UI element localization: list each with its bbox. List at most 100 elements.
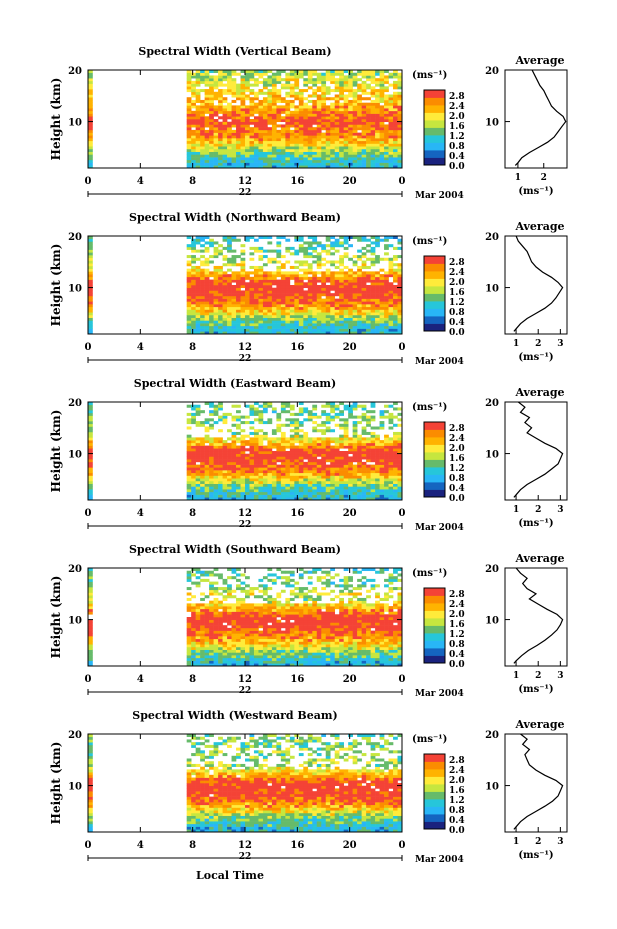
heatmap-cell [294, 148, 300, 152]
heatmap-cell [276, 331, 282, 335]
heatmap-cell [397, 317, 403, 321]
heatmap-cell [258, 472, 264, 476]
heatmap-cell [312, 486, 318, 490]
heatmap-cell [240, 323, 246, 327]
colorbar-swatch [424, 439, 445, 442]
heatmap-cell [334, 146, 340, 150]
heatmap-cell [366, 494, 371, 498]
heatmap-cell [213, 467, 219, 471]
heatmap-cell [276, 412, 282, 416]
heatmap-cell [231, 320, 237, 324]
heatmap-cell [379, 298, 385, 302]
heatmap-cell [334, 440, 340, 444]
heatmap-cell [262, 486, 268, 490]
heatmap-cell [262, 140, 268, 144]
heatmap-cell [379, 293, 385, 297]
heatmap-cell [88, 263, 93, 267]
heatmap-cell [267, 89, 273, 93]
heatmap-cell [200, 290, 205, 294]
heatmap-cell [379, 105, 385, 109]
heatmap-cell [289, 271, 295, 275]
heatmap-cell [240, 461, 246, 465]
heatmap-cell [321, 113, 327, 117]
heatmap-cell [339, 105, 344, 109]
heatmap-cell [195, 271, 201, 275]
heatmap-cell [227, 83, 232, 87]
heatmap-cell [191, 442, 196, 446]
heatmap-cell [231, 132, 237, 136]
heatmap-cell [298, 116, 304, 120]
heatmap-cell [195, 99, 201, 103]
heatmap-cell [236, 472, 241, 476]
heatmap-cell [240, 97, 246, 101]
heatmap-cell [348, 119, 353, 123]
heatmap-cell [361, 127, 367, 131]
heatmap-cell [339, 260, 344, 264]
heatmap-cell [312, 323, 318, 327]
heatmap-cell [370, 306, 376, 310]
heatmap-cell [262, 456, 268, 460]
heatmap-cell [267, 445, 273, 449]
heatmap-cell [307, 140, 313, 144]
heatmap-cell [285, 402, 291, 406]
heatmap-cell [191, 83, 196, 87]
heatmap-cell [325, 325, 331, 329]
heatmap-cell [325, 415, 331, 419]
heatmap-cell [343, 655, 349, 659]
heatmap-cell [370, 72, 376, 76]
heatmap-cell [200, 244, 205, 248]
heatmap-cell [312, 271, 318, 275]
heatmap-cell [218, 116, 223, 120]
heatmap-cell [245, 494, 250, 498]
heatmap-cell [289, 119, 295, 123]
heatmap-cell [334, 99, 340, 103]
heatmap-cell [227, 494, 232, 498]
heatmap-cell [209, 162, 214, 166]
heatmap-cell [334, 279, 340, 283]
heatmap-cell [262, 121, 268, 125]
heatmap-cell [393, 317, 398, 321]
heatmap-cell [227, 470, 232, 474]
heatmap-cell [195, 97, 201, 101]
heatmap-cell [393, 325, 398, 329]
heatmap-cell [262, 494, 268, 498]
colorbar-swatch [424, 480, 445, 483]
heatmap-cell [276, 97, 282, 101]
heatmap-cell [379, 276, 385, 280]
heatmap-cell [312, 657, 318, 661]
heatmap-cell [303, 434, 309, 438]
heatmap-cell [307, 306, 313, 310]
heatmap-cell [285, 456, 291, 460]
heatmap-cell [191, 287, 196, 291]
heatmap-cell [316, 157, 322, 161]
heatmap-cell [375, 456, 380, 460]
heatmap-cell [298, 328, 304, 332]
heatmap-cell [343, 418, 349, 422]
heatmap-cell [366, 287, 371, 291]
heatmap-cell [370, 119, 376, 123]
heatmap-cell [218, 78, 223, 82]
heatmap-cell [213, 255, 219, 259]
heatmap-cell [330, 494, 336, 498]
heatmap-cell [186, 298, 192, 302]
heatmap-cell [191, 99, 196, 103]
heatmap-cell [245, 312, 250, 316]
heatmap-cell [289, 497, 295, 501]
heatmap-cell [280, 274, 286, 278]
heatmap-cell [213, 483, 219, 487]
heatmap-cell [289, 70, 295, 74]
heatmap-cell [245, 154, 250, 158]
heatmap-cell [253, 124, 259, 128]
heatmap-cell [303, 472, 309, 476]
heatmap-cell [348, 108, 353, 112]
colorbar-swatch [424, 115, 445, 117]
heatmap-cell [339, 89, 344, 93]
heatmap-cell [334, 448, 340, 452]
heatmap-cell [285, 298, 291, 302]
heatmap-cell [339, 94, 344, 98]
heatmap-cell [191, 102, 196, 106]
heatmap-cell [325, 464, 331, 468]
heatmap-cell [191, 282, 196, 286]
heatmap-cell [312, 285, 318, 289]
heatmap-cell [191, 304, 196, 308]
